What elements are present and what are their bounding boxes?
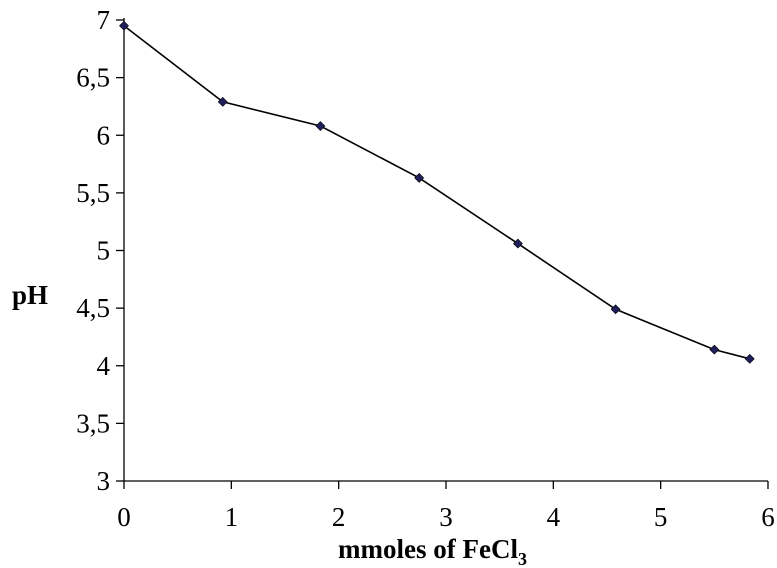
x-axis-title-main: mmoles of FeCl	[338, 534, 518, 564]
data-point	[217, 96, 228, 107]
x-axis-ticks: 0 1 2 3 4 5 6	[117, 481, 775, 532]
x-axis-title-subscript: 3	[518, 549, 527, 568]
x-tick-label: 2	[332, 502, 346, 532]
y-tick-label: 3	[97, 466, 111, 496]
y-tick-label: 6	[97, 120, 111, 150]
y-tick-label: 7	[97, 5, 111, 35]
y-tick-label: 4,5	[76, 293, 110, 323]
x-tick-label: 6	[761, 502, 775, 532]
y-axis-title: pH	[12, 280, 48, 310]
x-tick-label: 1	[225, 502, 239, 532]
y-tick-label: 4	[97, 351, 111, 381]
data-point	[709, 344, 720, 355]
data-point	[744, 353, 755, 364]
x-tick-label: 0	[117, 502, 131, 532]
x-tick-label: 3	[439, 502, 453, 532]
y-tick-label: 5	[97, 236, 111, 266]
y-tick-label: 5,5	[76, 178, 110, 208]
data-point	[119, 20, 129, 31]
data-point	[414, 172, 425, 183]
y-tick-label: 6,5	[76, 63, 110, 93]
data-point	[315, 121, 326, 131]
data-point	[610, 304, 621, 315]
x-axis-title: mmoles of FeCl3	[338, 534, 527, 568]
y-axis-ticks: 3 3,5 4 4,5 5 5,5 6 6,5 7	[76, 5, 124, 496]
series-group	[119, 20, 755, 364]
x-tick-label: 4	[547, 502, 561, 532]
axes	[123, 18, 768, 482]
data-point	[512, 238, 523, 249]
x-tick-label: 5	[654, 502, 668, 532]
series-line	[123, 25, 751, 360]
y-tick-label: 3,5	[76, 408, 110, 438]
